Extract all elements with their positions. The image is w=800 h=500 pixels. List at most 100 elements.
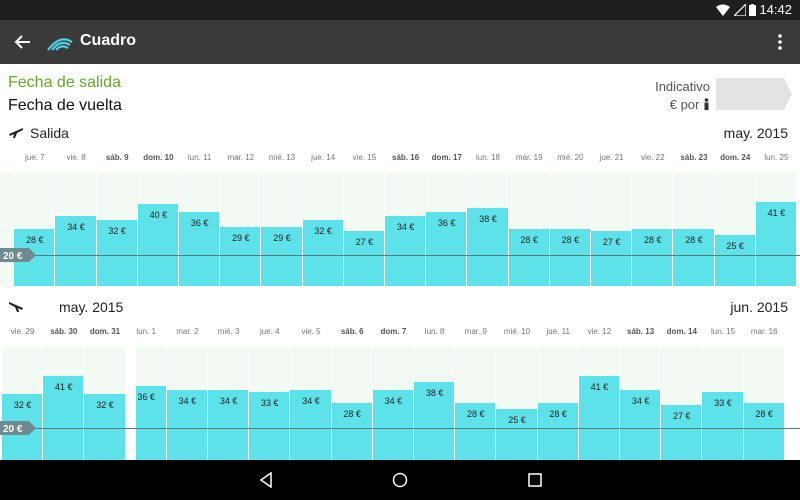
person-icon <box>704 98 709 110</box>
overflow-menu-icon[interactable] <box>770 32 790 52</box>
signal-icon <box>734 4 746 16</box>
price-bar[interactable] <box>179 212 220 286</box>
average-price-line <box>0 428 800 429</box>
return-date-label[interactable]: Fecha de vuelta <box>8 97 122 114</box>
price-value: 28 € <box>26 234 44 245</box>
price-bar[interactable] <box>620 390 661 460</box>
skyscanner-logo-icon <box>47 38 73 51</box>
day-column[interactable] <box>0 173 14 286</box>
price-value: 41 € <box>55 381 73 392</box>
price-value: 27 € <box>355 236 374 247</box>
price-value: 25 € <box>726 240 744 251</box>
price-bar[interactable] <box>385 216 426 286</box>
price-bar[interactable] <box>743 402 784 460</box>
price-bar[interactable] <box>673 228 714 286</box>
status-bar: 14:42 <box>0 0 800 20</box>
price-bar[interactable] <box>290 390 331 460</box>
price-bar[interactable] <box>578 375 619 460</box>
price-bar[interactable] <box>755 201 796 286</box>
back-nav-icon[interactable] <box>258 472 274 488</box>
price-value: 33 € <box>714 398 732 409</box>
day-label: vie. 5 <box>301 327 321 336</box>
day-label: jue. 4 <box>260 327 280 336</box>
price-bar[interactable] <box>426 212 467 286</box>
price-value: 28 € <box>467 408 485 419</box>
price-bar[interactable] <box>55 216 96 286</box>
price-value: 29 € <box>273 232 291 243</box>
price-bar[interactable] <box>372 390 413 460</box>
price-indicator-tag <box>716 78 792 110</box>
outbound-label: Salida <box>30 125 69 141</box>
average-price-label: 20 € <box>3 251 23 262</box>
price-bar[interactable] <box>632 228 673 286</box>
price-bar[interactable] <box>96 220 137 286</box>
return-header: may. 2015 jun. 2015 <box>0 296 800 318</box>
price-bar[interactable] <box>137 204 178 286</box>
price-value: 34 € <box>396 222 415 233</box>
price-bar[interactable] <box>455 402 496 460</box>
price-bar[interactable] <box>508 228 549 286</box>
price-bar[interactable] <box>261 226 302 286</box>
price-bar[interactable] <box>220 226 261 286</box>
day-label: vie. 29 <box>10 327 35 336</box>
price-value: 28 € <box>644 234 662 245</box>
price-bar[interactable] <box>702 392 743 460</box>
price-bar[interactable] <box>166 390 207 460</box>
price-bar[interactable] <box>591 230 632 286</box>
price-value: 28 € <box>561 234 580 245</box>
back-arrow-icon[interactable] <box>12 31 34 53</box>
day-label: dom. 14 <box>666 327 697 336</box>
battery-icon <box>749 4 756 16</box>
price-bar[interactable] <box>208 390 249 460</box>
price-bar[interactable] <box>249 392 290 460</box>
price-value: 28 € <box>685 234 703 245</box>
price-bar[interactable] <box>302 220 343 286</box>
day-label: vie. 15 <box>352 153 377 162</box>
price-value: 38 € <box>479 214 497 225</box>
price-bar[interactable] <box>414 382 455 460</box>
app-title: Cuadro <box>80 32 136 49</box>
price-value: 34 € <box>67 222 85 233</box>
return-month-right: jun. 2015 <box>730 299 788 315</box>
day-label: vie. 12 <box>587 327 612 336</box>
price-bar[interactable] <box>43 375 84 460</box>
price-bar[interactable] <box>331 402 372 460</box>
price-value: 32 € <box>314 226 332 237</box>
day-label: jue. 14 <box>311 153 336 162</box>
price-bar[interactable] <box>661 404 702 460</box>
return-month-left: may. 2015 <box>59 299 124 315</box>
home-nav-icon[interactable] <box>392 472 408 488</box>
day-label: lun. 15 <box>710 327 736 336</box>
return-chart: vie. 29 32 € sáb. 30 41 € dom. 31 32 € lun. 1 3… <box>0 322 800 460</box>
price-value: 34 € <box>219 396 238 407</box>
day-label: jue. 11 <box>546 327 570 336</box>
day-label: mar. 2 <box>176 327 199 336</box>
price-value: 41 € <box>767 207 786 218</box>
price-bar[interactable] <box>496 408 537 460</box>
price-value: 38 € <box>425 388 444 399</box>
day-label: dom. 7 <box>380 327 407 336</box>
day-label: sáb. 6 <box>340 327 364 336</box>
day-label: jue. 7 <box>25 153 45 162</box>
price-value: 32 € <box>96 400 114 411</box>
price-bar[interactable] <box>343 230 384 286</box>
price-bar[interactable] <box>714 234 755 286</box>
day-label: mar. 16 <box>750 327 778 336</box>
departure-date-label[interactable]: Fecha de salida <box>8 74 121 91</box>
price-bar[interactable] <box>84 394 125 460</box>
average-price-line <box>0 255 800 256</box>
day-label: dom. 24 <box>720 153 751 162</box>
average-price-tag: 20 € <box>0 421 36 435</box>
price-bar[interactable] <box>467 208 508 286</box>
price-value: 28 € <box>755 408 773 419</box>
day-label: lun. 11 <box>187 153 212 162</box>
price-value: 28 € <box>343 408 361 419</box>
recents-nav-icon[interactable] <box>527 472 543 488</box>
price-value: 29 € <box>232 232 250 243</box>
day-label: mié. 10 <box>503 327 531 336</box>
price-bar[interactable] <box>537 402 578 460</box>
day-label: sáb. 23 <box>680 153 708 162</box>
price-value: 36 € <box>137 392 155 403</box>
price-bar[interactable] <box>549 228 590 286</box>
day-label: mar. 19 <box>515 153 543 162</box>
